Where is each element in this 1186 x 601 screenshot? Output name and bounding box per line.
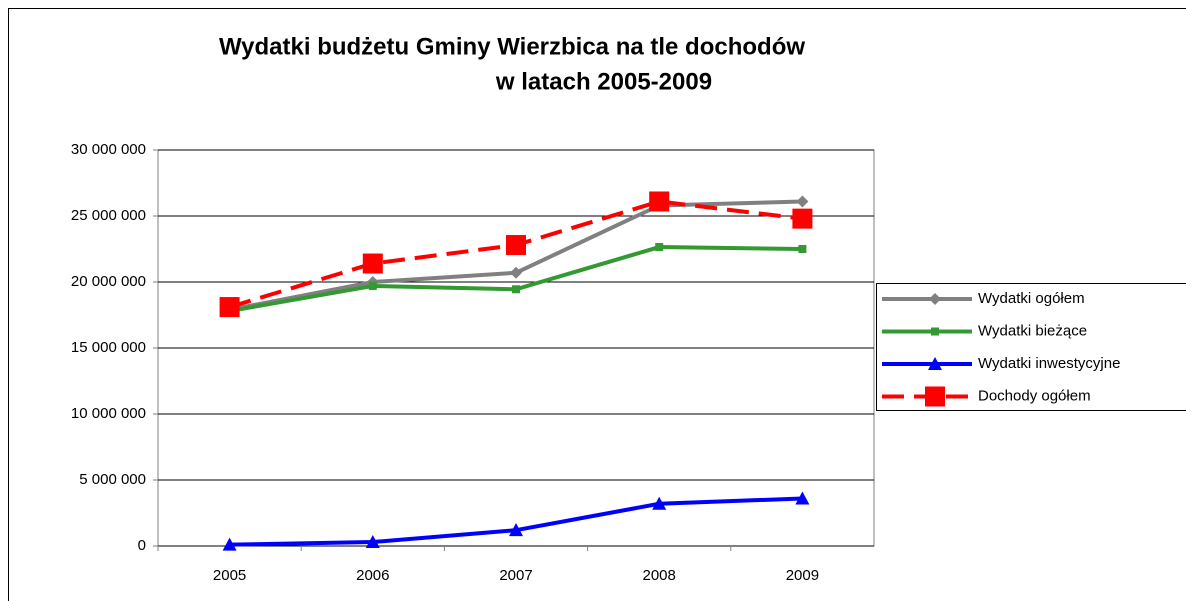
x-tick-label: 2007 — [499, 567, 532, 584]
marker — [368, 281, 377, 290]
x-tick-label: 2008 — [643, 567, 676, 584]
legend-label: Wydatki inwestycyjne — [978, 355, 1120, 372]
y-tick-label: 10 000 000 — [71, 405, 146, 422]
marker — [510, 266, 522, 279]
marker — [512, 285, 520, 294]
y-tick-label: 5 000 000 — [79, 471, 146, 488]
marker — [506, 235, 526, 256]
y-tick-label: 0 — [138, 537, 146, 554]
marker — [795, 491, 810, 505]
legend-label: Wydatki bieżące — [978, 322, 1087, 339]
legend-marker — [925, 386, 945, 407]
marker — [796, 195, 809, 208]
marker — [655, 243, 664, 252]
marker — [792, 208, 813, 229]
marker — [649, 191, 670, 212]
legend-marker — [929, 293, 941, 305]
legend-label: Wydatki ogółem — [978, 290, 1085, 307]
marker — [362, 253, 383, 274]
legend-marker — [928, 357, 942, 370]
y-tick-label: 25 000 000 — [71, 207, 146, 224]
chart-title: w latach 2005-2009 — [495, 68, 712, 95]
x-tick-label: 2009 — [786, 567, 819, 584]
marker — [652, 496, 667, 510]
marker — [219, 297, 240, 318]
y-tick-label: 20 000 000 — [71, 273, 146, 290]
marker — [365, 535, 380, 549]
legend-marker — [931, 327, 939, 336]
y-tick-label: 30 000 000 — [71, 141, 146, 158]
marker — [222, 537, 237, 551]
marker — [509, 523, 523, 537]
chart-title: Wydatki budżetu Gminy Wierzbica na tle d… — [219, 33, 805, 60]
y-tick-label: 15 000 000 — [71, 339, 146, 356]
x-tick-label: 2006 — [356, 567, 389, 584]
marker — [798, 245, 807, 253]
x-tick-label: 2005 — [213, 567, 246, 584]
legend-label: Dochody ogółem — [978, 387, 1091, 404]
